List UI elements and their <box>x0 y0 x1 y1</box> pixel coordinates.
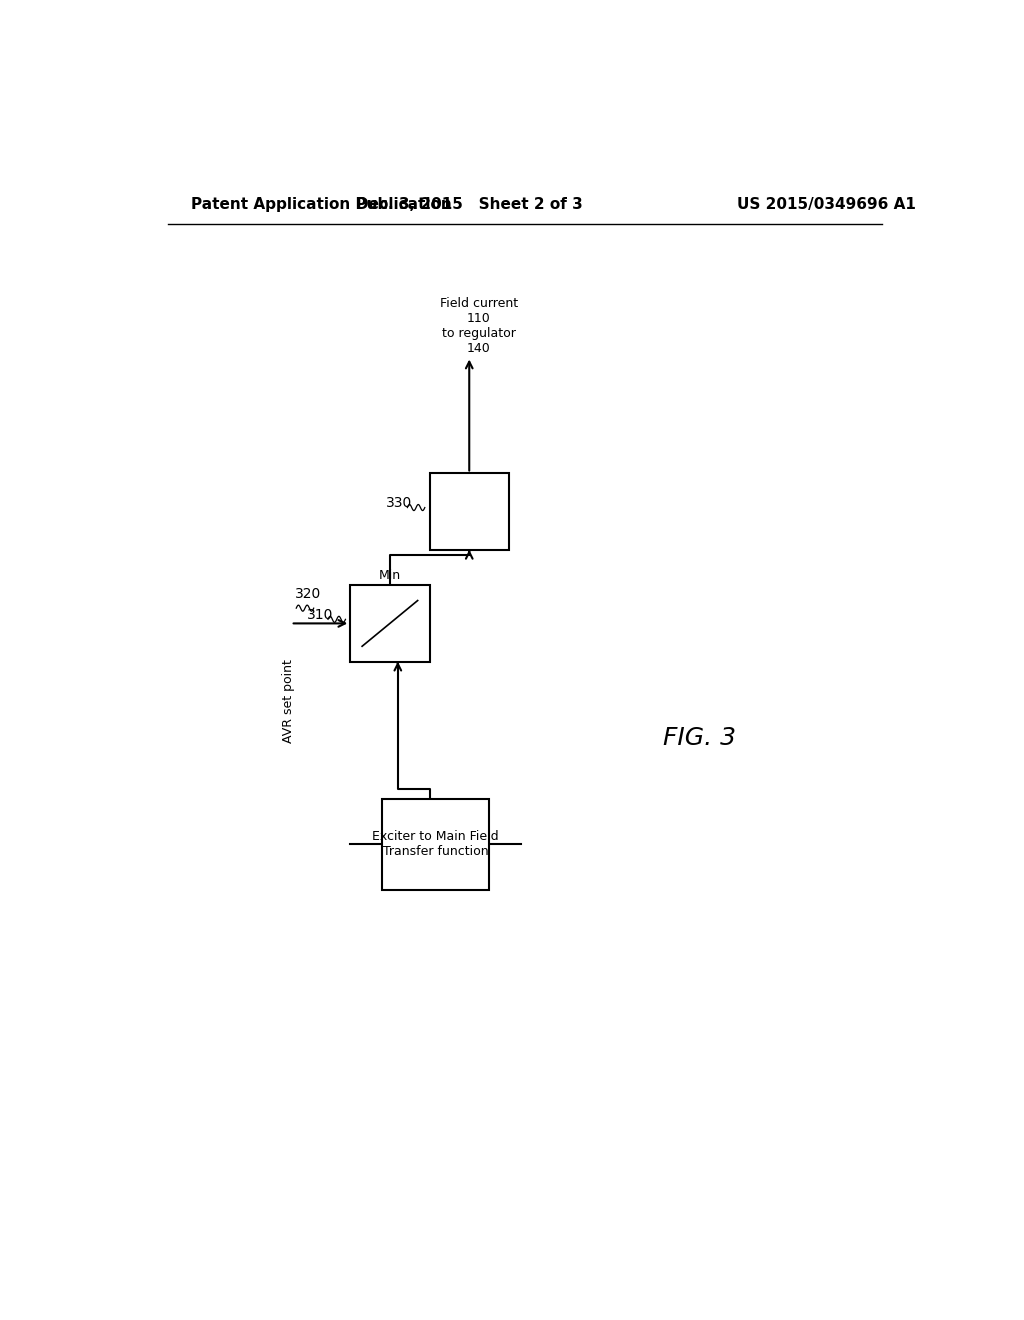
Bar <box>350 585 430 661</box>
Bar <box>430 474 509 549</box>
Text: Dec. 3, 2015   Sheet 2 of 3: Dec. 3, 2015 Sheet 2 of 3 <box>356 197 583 211</box>
Text: Field current
110
to regulator
140: Field current 110 to regulator 140 <box>439 297 518 355</box>
Bar <box>382 799 489 890</box>
Text: Patent Application Publication: Patent Application Publication <box>191 197 453 211</box>
Text: 330: 330 <box>386 496 413 511</box>
Text: 320: 320 <box>295 587 321 601</box>
Text: FIG. 3: FIG. 3 <box>663 726 736 750</box>
Text: AVR set point: AVR set point <box>282 659 295 743</box>
Text: US 2015/0349696 A1: US 2015/0349696 A1 <box>737 197 915 211</box>
Text: 310: 310 <box>306 609 333 622</box>
Text: Exciter to Main Field
Transfer function: Exciter to Main Field Transfer function <box>372 830 499 858</box>
Text: Min: Min <box>379 569 401 582</box>
